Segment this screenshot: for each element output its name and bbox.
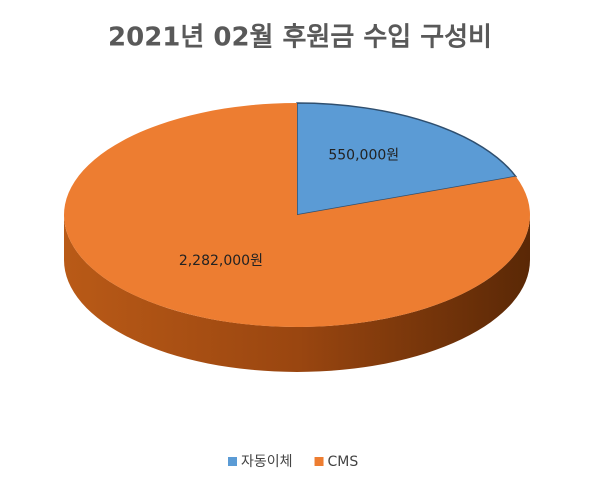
pie-slice [64, 103, 531, 328]
legend-swatch [314, 457, 324, 466]
legend-label: 자동이체 [241, 454, 293, 470]
pie-slice [296, 102, 518, 216]
data-label: 2,282,000원 [179, 253, 263, 269]
chart-title: 2021년 02월 후원금 수입 구성비 [108, 23, 492, 53]
legend-label: CMS [328, 454, 359, 470]
pie-side [64, 215, 530, 372]
data-label: 550,000원 [328, 147, 399, 163]
legend-swatch [228, 457, 237, 466]
